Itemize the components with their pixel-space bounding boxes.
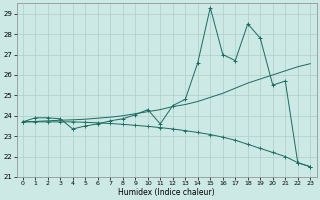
X-axis label: Humidex (Indice chaleur): Humidex (Indice chaleur) xyxy=(118,188,215,197)
